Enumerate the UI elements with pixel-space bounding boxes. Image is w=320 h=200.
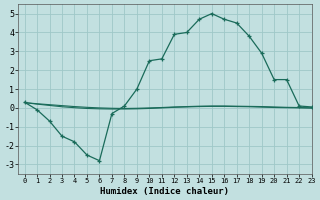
X-axis label: Humidex (Indice chaleur): Humidex (Indice chaleur)	[100, 187, 229, 196]
